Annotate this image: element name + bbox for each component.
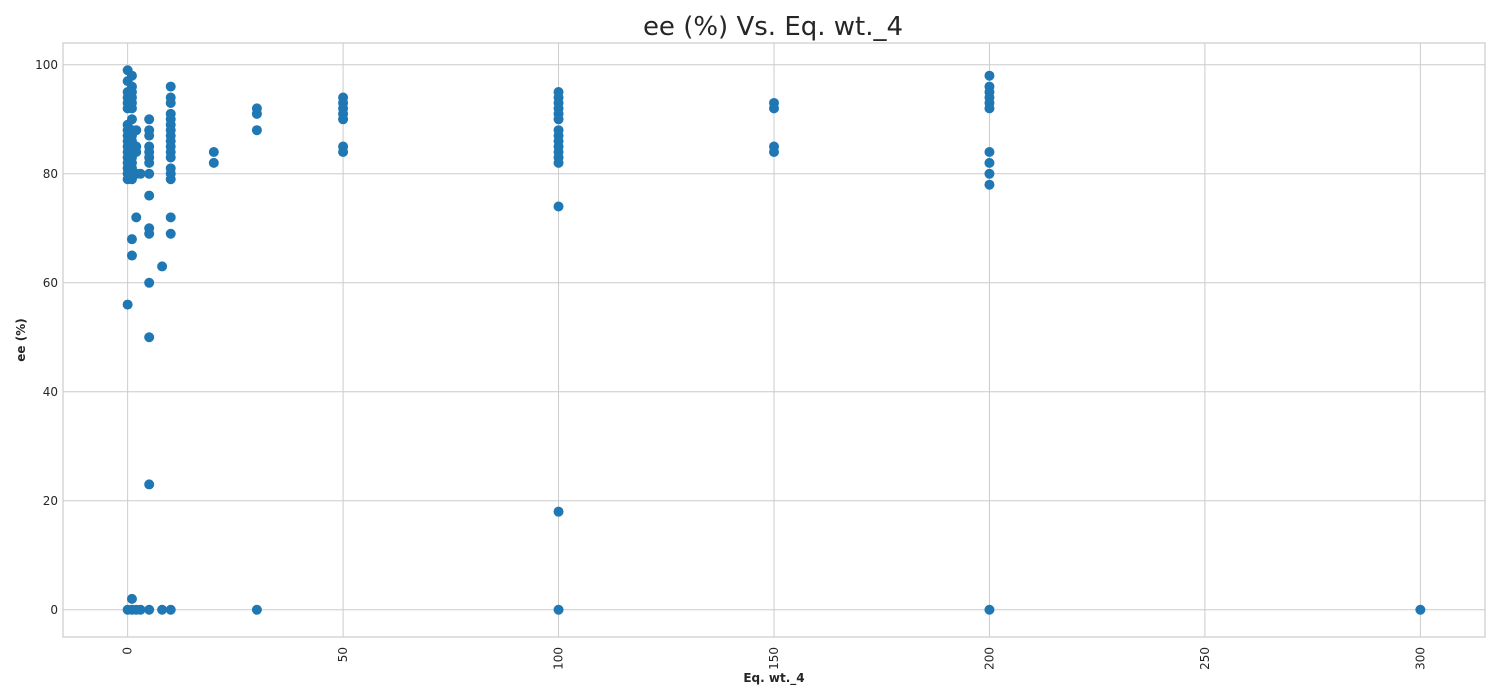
data-point (165, 212, 176, 223)
data-point (135, 168, 146, 179)
data-point (126, 593, 137, 604)
data-point (165, 228, 176, 239)
data-point (126, 103, 137, 114)
data-point (157, 261, 168, 272)
grid-lines (63, 43, 1485, 637)
x-tick-label: 300 (1413, 647, 1427, 670)
y-tick-label: 20 (43, 494, 58, 508)
data-point (165, 97, 176, 108)
data-point (251, 125, 262, 136)
y-axis-label: ee (%) (14, 318, 28, 361)
data-point (122, 299, 133, 310)
data-point (553, 201, 564, 212)
data-point (144, 168, 155, 179)
data-point (165, 604, 176, 615)
data-point (769, 146, 779, 157)
data-point (769, 103, 779, 114)
data-point (984, 146, 995, 157)
y-tick-label: 40 (43, 385, 58, 399)
data-point (157, 604, 168, 615)
data-point (126, 114, 137, 125)
data-point (144, 228, 155, 239)
data-point (144, 277, 155, 288)
y-axis-ticks: 0 20 40 60 80 100 (35, 58, 58, 617)
data-point (553, 604, 564, 615)
data-point (126, 234, 137, 245)
data-point (251, 108, 262, 119)
data-point (131, 146, 142, 157)
data-point (144, 604, 155, 615)
x-axis-label: Eq. wt._4 (743, 671, 804, 686)
data-point (126, 70, 137, 81)
data-point (553, 506, 564, 517)
data-point (144, 130, 155, 141)
data-points (122, 65, 1426, 615)
y-tick-label: 60 (43, 276, 58, 290)
data-point (131, 212, 142, 223)
data-point (144, 190, 155, 201)
data-point (251, 604, 262, 615)
plot-area-frame (62, 42, 1486, 638)
data-point (553, 114, 564, 125)
x-tick-label: 250 (1198, 647, 1212, 670)
data-point (553, 157, 564, 168)
y-tick-label: 80 (43, 167, 58, 181)
x-tick-label: 100 (552, 647, 566, 670)
data-point (165, 174, 176, 185)
y-tick-label: 0 (50, 603, 58, 617)
data-point (165, 81, 176, 92)
data-point (144, 332, 155, 343)
data-point (165, 152, 176, 163)
x-tick-label: 0 (121, 647, 135, 655)
data-point (984, 157, 995, 168)
data-point (144, 479, 155, 490)
chart-title: ee (%) Vs. Eq. wt._4 (643, 12, 903, 42)
data-point (338, 146, 349, 157)
data-point (126, 250, 137, 261)
data-point (208, 157, 219, 168)
x-tick-label: 50 (336, 647, 350, 662)
data-point (984, 179, 995, 190)
data-point (984, 168, 995, 179)
data-point (984, 103, 995, 114)
data-point (1415, 604, 1426, 615)
data-point (135, 604, 146, 615)
x-tick-label: 200 (982, 647, 996, 670)
data-point (208, 146, 219, 157)
data-point (131, 125, 142, 136)
data-point (984, 70, 995, 81)
data-point (338, 114, 349, 125)
data-point (144, 114, 155, 125)
x-axis-ticks: 0 50 100 150 200 250 300 (121, 647, 1428, 670)
x-tick-label: 150 (767, 647, 781, 670)
y-tick-label: 100 (35, 58, 58, 72)
data-point (984, 604, 995, 615)
data-point (144, 157, 155, 168)
